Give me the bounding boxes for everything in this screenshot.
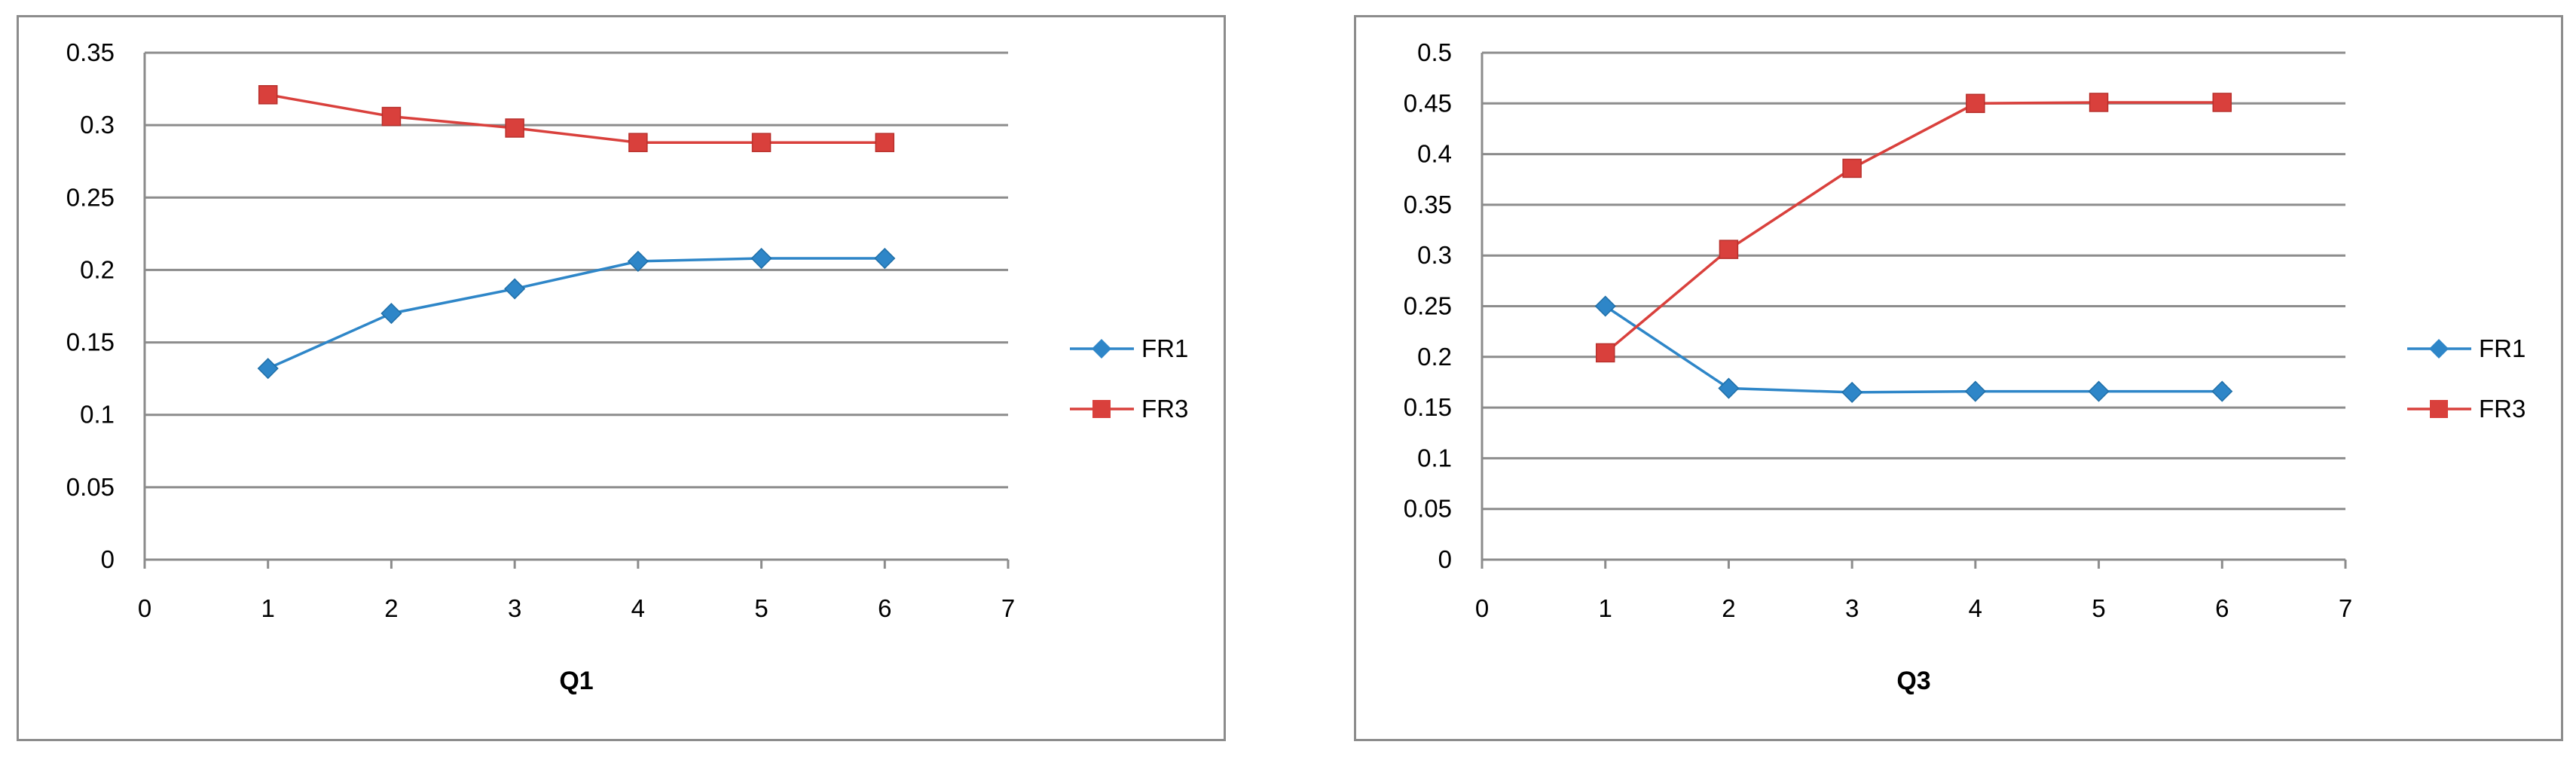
y-tick-label: 0.2 xyxy=(80,255,115,283)
legend-label-fr3: FR3 xyxy=(2479,395,2526,423)
x-tick-label: 4 xyxy=(631,594,645,622)
y-tick-label: 0.25 xyxy=(1404,292,1452,320)
data-point-fr3 xyxy=(505,118,524,138)
data-point-fr1 xyxy=(2088,380,2110,402)
data-point-fr3 xyxy=(875,133,895,152)
legend-marker-fr3 xyxy=(1092,400,1111,418)
data-point-fr3 xyxy=(258,85,278,105)
y-tick-label: 0.3 xyxy=(80,111,115,139)
y-tick-label: 0.35 xyxy=(1404,191,1452,218)
x-tick-label: 1 xyxy=(1599,594,1612,622)
x-tick-label: 1 xyxy=(261,594,275,622)
y-tick-label: 0.3 xyxy=(1417,241,1452,269)
y-tick-label: 0.25 xyxy=(66,183,115,211)
y-tick-label: 0.1 xyxy=(1417,444,1452,472)
x-tick-label: 2 xyxy=(384,594,398,622)
x-tick-label: 7 xyxy=(1001,594,1015,622)
x-axis-label: Q1 xyxy=(559,667,593,695)
x-tick-label: 3 xyxy=(508,594,521,622)
x-tick-label: 3 xyxy=(1845,594,1859,622)
data-point-fr1 xyxy=(2211,380,2233,402)
y-tick-label: 0 xyxy=(101,545,115,573)
data-point-fr3 xyxy=(1595,343,1615,363)
x-tick-label: 4 xyxy=(1969,594,1982,622)
x-tick-label: 6 xyxy=(878,594,891,622)
data-point-fr3 xyxy=(2089,93,2109,112)
data-point-fr1 xyxy=(257,358,279,380)
y-tick-label: 0.15 xyxy=(66,328,115,356)
chart-q1: 0 0.05 0.1 0.15 0.2 0.25 0.3 0.35 0 1 2 3 4 5 6 7 Q1 FR1 F… xyxy=(17,15,1226,741)
x-tick-label: 5 xyxy=(754,594,768,622)
data-point-fr1 xyxy=(1964,380,1986,402)
data-point-fr3 xyxy=(1842,158,1862,179)
y-tick-label: 0.2 xyxy=(1417,343,1452,371)
x-tick-label: 6 xyxy=(2215,594,2229,622)
y-tick-label: 0.45 xyxy=(1404,89,1452,117)
legend-marker-fr3 xyxy=(2430,400,2448,418)
series-line-fr3 xyxy=(267,93,885,144)
chart-q3: 0 0.05 0.1 0.15 0.2 0.25 0.3 0.35 0.4 0.45 0.5 0 1 2 3… xyxy=(1354,15,2563,741)
data-point-fr3 xyxy=(628,133,648,152)
legend-marker-fr1 xyxy=(2429,339,2449,359)
data-point-fr3 xyxy=(1966,93,1985,114)
legend-label-fr1: FR1 xyxy=(2479,334,2526,362)
y-tick-label: 0.4 xyxy=(1417,140,1452,168)
series-line-fr1 xyxy=(267,257,885,370)
data-point-fr1 xyxy=(1718,377,1740,399)
data-point-fr3 xyxy=(1719,240,1739,259)
data-point-fr1 xyxy=(627,250,649,272)
data-point-fr3 xyxy=(381,106,402,127)
data-point-fr1 xyxy=(750,247,772,270)
x-axis-label: Q3 xyxy=(1896,667,1930,695)
data-point-fr1 xyxy=(380,303,402,325)
y-tick-label: 0.5 xyxy=(1417,38,1452,66)
chart-q1-plot: 0 0.05 0.1 0.15 0.2 0.25 0.3 0.35 0 1 2 3 4 5 6 7 Q1 FR1 F… xyxy=(66,38,1189,695)
legend-label-fr1: FR1 xyxy=(1141,334,1188,362)
data-point-fr1 xyxy=(1594,295,1616,317)
series-line-fr1 xyxy=(1604,305,2223,394)
x-tick-label: 0 xyxy=(1475,594,1489,622)
data-point-fr1 xyxy=(874,247,896,270)
x-tick-label: 0 xyxy=(138,594,151,622)
legend-label-fr3: FR3 xyxy=(1141,395,1188,423)
y-tick-label: 0.05 xyxy=(66,473,115,501)
y-tick-label: 0 xyxy=(1438,545,1452,573)
x-tick-label: 5 xyxy=(2092,594,2105,622)
y-tick-label: 0.15 xyxy=(1404,393,1452,421)
y-tick-label: 0.05 xyxy=(1404,495,1452,523)
data-point-fr1 xyxy=(504,278,526,300)
y-tick-label: 0.35 xyxy=(66,38,115,66)
chart-q3-plot: 0 0.05 0.1 0.15 0.2 0.25 0.3 0.35 0.4 0.45 0.5 0 1 2 3… xyxy=(1404,38,2526,695)
data-point-fr1 xyxy=(1841,381,1863,403)
x-tick-label: 7 xyxy=(2339,594,2352,622)
legend-marker-fr1 xyxy=(1092,339,1111,359)
x-tick-label: 2 xyxy=(1722,594,1735,622)
data-point-fr3 xyxy=(2212,93,2232,112)
series-line-fr3 xyxy=(1604,101,2223,354)
data-point-fr3 xyxy=(751,133,772,152)
y-tick-label: 0.1 xyxy=(80,401,115,429)
